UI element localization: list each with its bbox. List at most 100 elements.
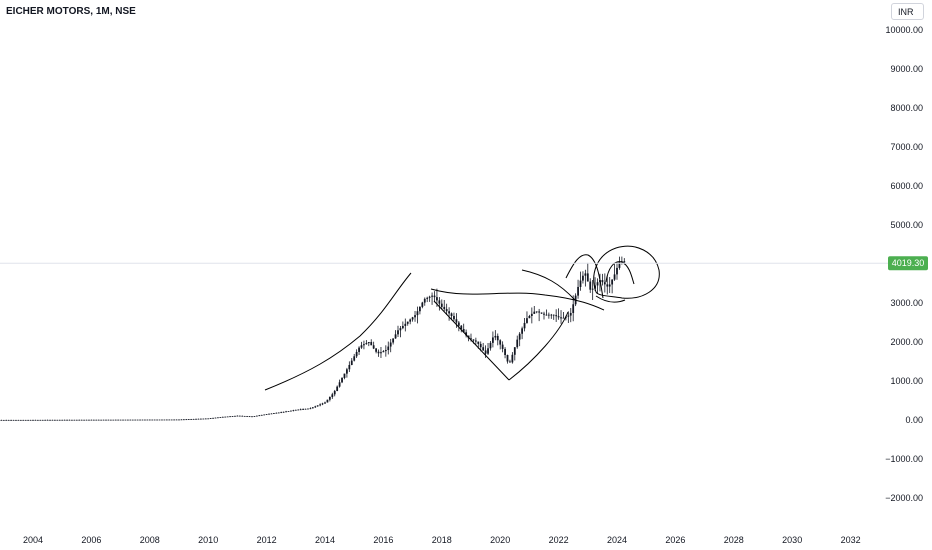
candle-body: [15, 419, 17, 421]
candle-body: [170, 419, 173, 421]
candle-body: [603, 282, 606, 285]
currency-selector[interactable]: INR: [891, 3, 924, 20]
candle-body: [51, 419, 54, 421]
candle-body: [54, 419, 56, 421]
candle-body: [202, 418, 205, 420]
x-tick-label: 2008: [140, 535, 160, 545]
candle-body: [275, 412, 278, 414]
candle-body: [375, 348, 377, 352]
candle-body: [314, 406, 317, 408]
candle-body: [112, 419, 115, 421]
candle-body: [321, 403, 324, 405]
candle-body: [168, 419, 171, 421]
candle-body: [136, 419, 139, 421]
candle-body: [243, 415, 246, 417]
candle-body: [253, 416, 256, 417]
candle-body: [311, 407, 314, 409]
candle-body: [294, 409, 297, 411]
candle-body: [127, 419, 129, 421]
drawing-swirl: [595, 261, 635, 303]
candle-body: [2, 419, 5, 421]
candle-body: [185, 419, 188, 421]
drawing-curve-uptrend: [264, 272, 412, 391]
candle-body: [178, 419, 180, 421]
candle-body: [304, 408, 307, 410]
candle-body: [448, 311, 450, 314]
candle-body: [618, 261, 621, 268]
x-tick-label: 2020: [490, 535, 510, 545]
candle-body: [445, 309, 448, 312]
candle-body: [414, 315, 416, 318]
candle-body: [540, 312, 543, 314]
candle-body: [474, 340, 477, 342]
candle-body: [105, 419, 107, 421]
candle-body: [151, 419, 154, 421]
candle-body: [7, 419, 10, 421]
candle-body: [363, 344, 365, 346]
candle-body: [530, 313, 533, 316]
candle-body: [85, 419, 88, 421]
candle-body: [251, 416, 253, 418]
candle-body: [316, 405, 319, 407]
candle-body: [219, 417, 222, 418]
candle-body: [528, 316, 531, 319]
candle-body: [134, 419, 137, 421]
candle-body: [338, 382, 341, 387]
candle-body: [39, 419, 42, 421]
candle-body: [562, 317, 565, 319]
candle-body: [513, 347, 516, 355]
candle-body: [97, 419, 100, 421]
candle-body: [238, 415, 241, 417]
candle-body: [343, 373, 346, 378]
x-tick-label: 2018: [432, 535, 452, 545]
candle-body: [248, 416, 251, 418]
candle-body: [506, 355, 509, 362]
candle-body: [258, 415, 261, 417]
candle-body: [290, 410, 292, 412]
candle-body: [423, 298, 426, 303]
candle-body: [22, 419, 25, 421]
candle-body: [263, 414, 266, 416]
candle-body: [611, 279, 614, 285]
candle-body: [577, 286, 579, 296]
candle-body: [482, 347, 485, 351]
candle-body: [443, 306, 446, 310]
candle-body: [504, 348, 506, 355]
candle-body: [102, 419, 105, 421]
x-tick-label: 2024: [607, 535, 627, 545]
candle-body: [406, 321, 409, 324]
x-tick-label: 2016: [373, 535, 393, 545]
candle-body: [346, 369, 348, 374]
candle-body: [212, 417, 214, 419]
candle-body: [572, 304, 575, 313]
candle-body: [144, 419, 146, 421]
candle-body: [370, 342, 373, 346]
candle-body: [431, 295, 433, 297]
candle-body: [122, 419, 124, 421]
candle-body: [421, 302, 424, 307]
candle-body: [34, 419, 37, 421]
candle-body: [460, 325, 463, 329]
candle-body: [462, 329, 465, 333]
candle-body: [560, 317, 562, 319]
candle-body: [450, 313, 453, 316]
candle-body: [78, 419, 81, 421]
candle-body: [355, 351, 358, 357]
candle-body: [350, 360, 353, 365]
candle-body: [139, 419, 141, 421]
y-tick-label: 5000.00: [890, 220, 923, 230]
candle-body: [182, 419, 185, 421]
y-tick-label: 7000.00: [890, 142, 923, 152]
candle-body: [477, 341, 480, 344]
candle-body: [358, 347, 360, 352]
candle-body: [260, 414, 263, 416]
candle-body: [384, 350, 387, 352]
y-tick-label: 6000.00: [890, 181, 923, 191]
candle-body: [367, 342, 370, 344]
candle-body: [234, 415, 236, 417]
candle-body: [58, 419, 61, 421]
candle-body: [27, 419, 30, 421]
candle-body: [224, 416, 227, 418]
candle-body: [299, 409, 302, 411]
candle-body: [589, 281, 592, 290]
